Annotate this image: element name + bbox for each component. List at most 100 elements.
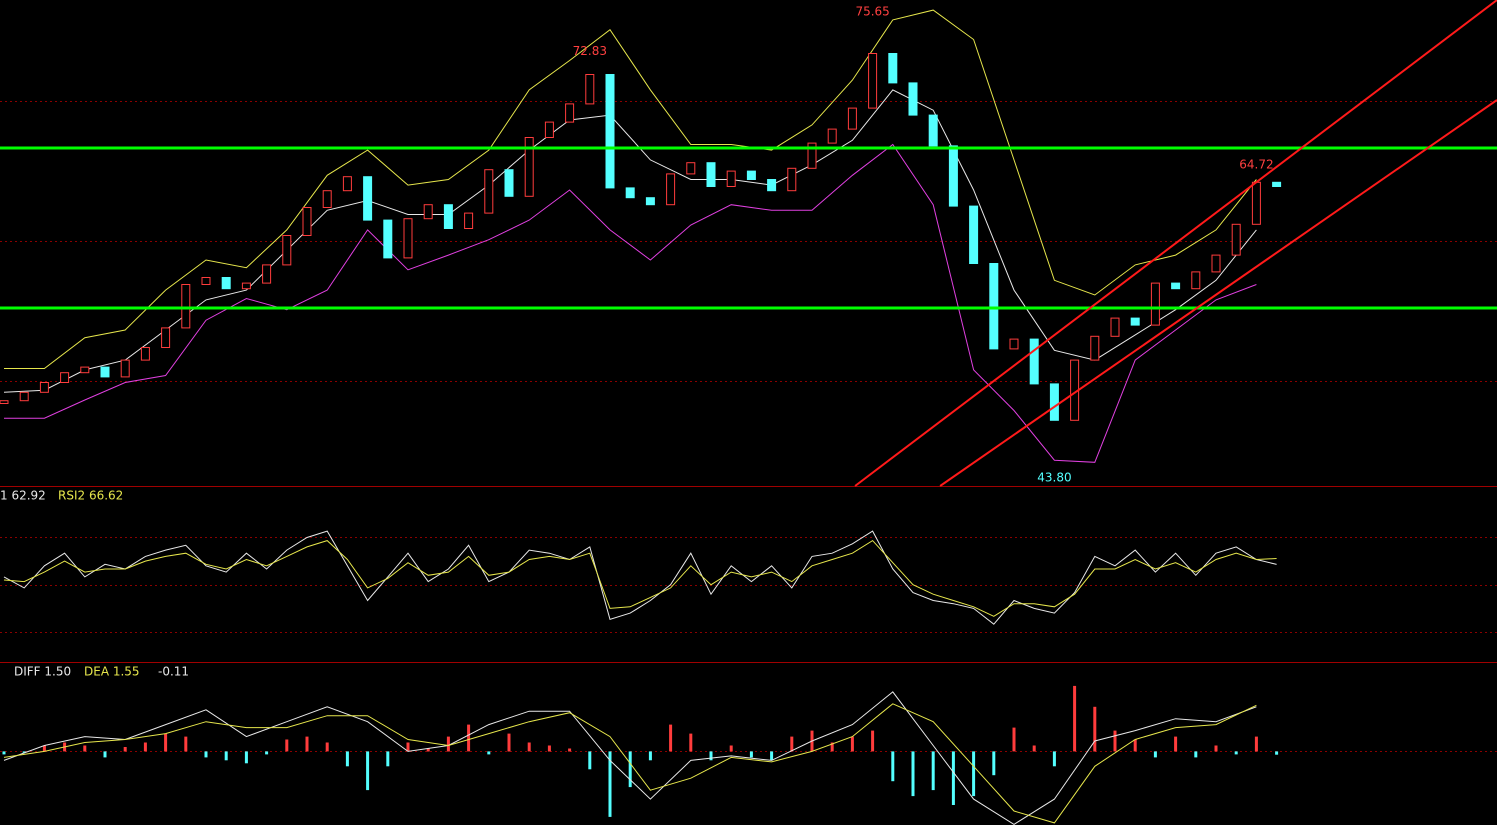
candle [928, 114, 938, 147]
candle [645, 197, 655, 206]
candle [908, 82, 918, 116]
bollinger-line [4, 143, 1257, 463]
candle [302, 207, 312, 236]
macd-bar [285, 739, 289, 752]
macd-bar [265, 751, 269, 755]
macd-bar [871, 730, 875, 752]
macd-bar [164, 733, 168, 752]
candle [948, 145, 958, 207]
candle [1211, 254, 1221, 273]
candle [565, 103, 575, 123]
macd-bar [951, 751, 955, 805]
macd-bar [325, 742, 329, 752]
macd-bar [184, 736, 188, 752]
candle [1029, 338, 1039, 385]
candle [666, 173, 676, 206]
candle [484, 169, 494, 214]
candle [827, 128, 837, 144]
candle [1009, 338, 1019, 350]
macd-line [3, 703, 1257, 824]
macd-bar [669, 724, 673, 752]
candle [1171, 282, 1181, 290]
macd-bar [386, 751, 390, 767]
price-annotation: 75.65 [855, 4, 889, 18]
macd-bar [830, 742, 834, 752]
indicator-label: -0.11 [158, 665, 189, 679]
macd-bar [305, 736, 309, 752]
indicator-label: 1 62.92 [0, 489, 46, 503]
macd-bar [547, 745, 551, 752]
indicator-label: DIFF 1.50 [14, 665, 71, 679]
candle [847, 107, 857, 130]
macd-bar [1214, 745, 1218, 752]
price-annotation: 43.80 [1037, 470, 1071, 484]
macd-bar [648, 751, 652, 761]
macd-bar [1073, 685, 1077, 752]
candle [322, 190, 332, 208]
candle [585, 74, 595, 105]
candle [383, 219, 393, 259]
macd-bar [1194, 751, 1198, 758]
candle [686, 162, 696, 175]
price-annotation: 72.83 [573, 44, 607, 58]
candle [989, 263, 999, 350]
macd-bar [446, 736, 450, 752]
macd-bar [42, 745, 46, 752]
candle [888, 53, 898, 84]
macd-bar [1254, 736, 1258, 752]
macd-bar [850, 736, 854, 752]
macd-bar [244, 751, 248, 764]
macd-bar [911, 751, 915, 797]
candle [1191, 271, 1201, 290]
candle [969, 205, 979, 265]
trend-line [939, 99, 1497, 487]
macd-bar [527, 742, 531, 752]
candle [1272, 181, 1282, 188]
macd-bar [103, 751, 107, 758]
macd-bar [123, 747, 127, 752]
candle [201, 277, 211, 285]
macd-bar [143, 742, 147, 752]
macd-bar [1052, 751, 1056, 767]
macd-bar [891, 751, 895, 782]
candle [1130, 317, 1140, 326]
candle [807, 142, 817, 169]
candle [181, 284, 191, 329]
candle [363, 176, 373, 221]
candle [464, 212, 474, 230]
candle [1251, 181, 1261, 225]
macd-bar [406, 742, 410, 752]
candle [60, 372, 70, 384]
candle [544, 121, 554, 138]
candle [19, 391, 29, 402]
candle [120, 359, 130, 378]
macd-bar [1113, 730, 1117, 752]
candle [504, 169, 514, 197]
macd-bar [22, 751, 26, 753]
rsi-line [3, 539, 1277, 617]
macd-bar [1234, 751, 1238, 755]
candle [423, 204, 433, 220]
candle [262, 264, 272, 284]
macd-bar [729, 745, 733, 752]
macd-bar [790, 736, 794, 752]
macd-bar [588, 751, 592, 770]
macd-bar [689, 733, 693, 752]
candle [443, 204, 453, 229]
candle [726, 170, 736, 188]
candle [706, 162, 716, 187]
macd-bar [608, 751, 612, 817]
candle [1150, 282, 1160, 326]
candle [39, 382, 49, 393]
macd-bar [1012, 727, 1016, 752]
macd-bar [992, 751, 996, 776]
macd-bar [931, 751, 935, 791]
macd-bar [1275, 751, 1279, 755]
candle [605, 74, 615, 189]
candle [0, 400, 9, 405]
macd-bar [1174, 736, 1178, 752]
bollinger-line [4, 9, 1257, 369]
macd-bar [1133, 739, 1137, 752]
